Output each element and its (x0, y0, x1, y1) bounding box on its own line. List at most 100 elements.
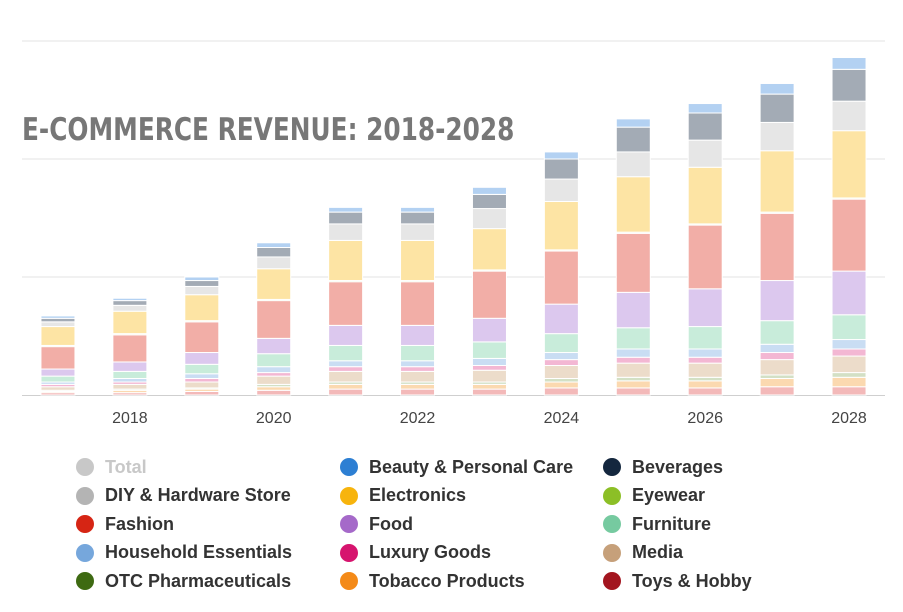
bar-segment-fashion-2019[interactable] (184, 321, 220, 354)
bar-segment-media-2025[interactable] (615, 362, 651, 378)
bar-segment-beauty-personal-care-2024[interactable] (543, 151, 579, 160)
bar-segment-media-2020[interactable] (256, 375, 292, 385)
bar-segment-diy-hardware-store-2026[interactable] (687, 139, 723, 168)
bar-stack-2023[interactable] (471, 186, 507, 396)
bar-segment-beverages-2019[interactable] (184, 280, 220, 287)
bar-segment-furniture-2017[interactable] (40, 375, 76, 383)
legend-item-luxury-goods[interactable]: Luxury Goods (340, 539, 603, 568)
bar-segment-household-essentials-2025[interactable] (615, 348, 651, 358)
bar-segment-toys-hobby-2023[interactable] (471, 388, 507, 396)
bar-segment-diy-hardware-store-2024[interactable] (543, 178, 579, 202)
bar-segment-toys-hobby-2025[interactable] (615, 387, 651, 396)
bar-segment-electronics-2023[interactable] (471, 228, 507, 271)
bar-segment-household-essentials-2027[interactable] (759, 343, 795, 354)
bar-segment-beverages-2020[interactable] (256, 247, 292, 258)
bar-segment-furniture-2026[interactable] (687, 326, 723, 350)
bar-segment-beauty-personal-care-2017[interactable] (40, 315, 76, 319)
bar-segment-beverages-2021[interactable] (328, 211, 364, 225)
bar-stack-2021[interactable] (328, 206, 364, 396)
bar-segment-otc-pharmaceuticals-2025[interactable] (615, 376, 651, 382)
bar-segment-food-2018[interactable] (112, 361, 148, 372)
bar-segment-diy-hardware-store-2023[interactable] (471, 208, 507, 230)
bar-stack-2024[interactable] (543, 151, 579, 396)
bar-segment-media-2021[interactable] (328, 370, 364, 383)
bar-segment-luxury-goods-2025[interactable] (615, 356, 651, 364)
bar-segment-beverages-2018[interactable] (112, 300, 148, 306)
bar-segment-food-2024[interactable] (543, 303, 579, 335)
bar-segment-otc-pharmaceuticals-2026[interactable] (687, 376, 723, 382)
bar-segment-toys-hobby-2022[interactable] (400, 388, 436, 396)
bar-segment-fashion-2027[interactable] (759, 212, 795, 282)
bar-segment-otc-pharmaceuticals-2028[interactable] (831, 372, 867, 378)
bar-segment-toys-hobby-2028[interactable] (831, 386, 867, 396)
bar-segment-electronics-2019[interactable] (184, 294, 220, 322)
bar-segment-household-essentials-2024[interactable] (543, 352, 579, 361)
bar-segment-luxury-goods-2027[interactable] (759, 352, 795, 361)
bar-segment-beauty-personal-care-2018[interactable] (112, 297, 148, 302)
legend-item-electronics[interactable]: Electronics (340, 482, 603, 511)
bar-segment-tobacco-products-2024[interactable] (543, 381, 579, 389)
bar-segment-food-2017[interactable] (40, 368, 76, 377)
bar-segment-luxury-goods-2020[interactable] (256, 372, 292, 377)
bar-segment-tobacco-products-2022[interactable] (400, 383, 436, 390)
bar-segment-fashion-2023[interactable] (471, 270, 507, 319)
bar-segment-beauty-personal-care-2026[interactable] (687, 103, 723, 114)
legend-item-household-essentials[interactable]: Household Essentials (76, 539, 340, 568)
bar-segment-beverages-2028[interactable] (831, 68, 867, 102)
bar-segment-fashion-2020[interactable] (256, 300, 292, 339)
bar-segment-beauty-personal-care-2027[interactable] (759, 82, 795, 95)
bar-segment-electronics-2024[interactable] (543, 200, 579, 251)
bar-stack-2028[interactable] (831, 57, 867, 396)
bar-segment-luxury-goods-2024[interactable] (543, 359, 579, 367)
bar-segment-beauty-personal-care-2020[interactable] (256, 242, 292, 248)
bar-segment-luxury-goods-2026[interactable] (687, 356, 723, 364)
bar-segment-beverages-2017[interactable] (40, 317, 76, 323)
bar-segment-furniture-2020[interactable] (256, 353, 292, 368)
bar-stack-2026[interactable] (687, 103, 723, 396)
bar-segment-tobacco-products-2026[interactable] (687, 380, 723, 389)
bar-segment-diy-hardware-store-2018[interactable] (112, 304, 148, 312)
bar-segment-diy-hardware-store-2022[interactable] (400, 223, 436, 241)
bar-segment-diy-hardware-store-2027[interactable] (759, 121, 795, 152)
bar-segment-media-2022[interactable] (400, 370, 436, 383)
bar-segment-furniture-2019[interactable] (184, 363, 220, 375)
bar-segment-beauty-personal-care-2022[interactable] (400, 206, 436, 213)
bar-segment-fashion-2018[interactable] (112, 334, 148, 363)
bar-segment-diy-hardware-store-2019[interactable] (184, 285, 220, 296)
bar-segment-electronics-2018[interactable] (112, 310, 148, 335)
bar-segment-otc-pharmaceuticals-2027[interactable] (759, 374, 795, 379)
bar-segment-beverages-2023[interactable] (471, 193, 507, 210)
bar-segment-food-2026[interactable] (687, 288, 723, 328)
bar-segment-fashion-2017[interactable] (40, 346, 76, 370)
bar-segment-diy-hardware-store-2017[interactable] (40, 321, 76, 328)
bar-segment-beverages-2022[interactable] (400, 211, 436, 225)
bar-segment-tobacco-products-2027[interactable] (759, 377, 795, 388)
bar-segment-luxury-goods-2019[interactable] (184, 377, 220, 383)
bar-segment-electronics-2020[interactable] (256, 268, 292, 300)
bar-segment-household-essentials-2021[interactable] (328, 360, 364, 368)
bar-stack-2025[interactable] (615, 118, 651, 396)
bar-segment-toys-hobby-2019[interactable] (184, 390, 220, 396)
bar-segment-household-essentials-2028[interactable] (831, 339, 867, 350)
bar-stack-2018[interactable] (112, 297, 148, 396)
bar-segment-tobacco-products-2023[interactable] (471, 383, 507, 390)
bar-segment-fashion-2022[interactable] (400, 281, 436, 326)
bar-segment-electronics-2021[interactable] (328, 239, 364, 282)
bar-stack-2027[interactable] (759, 82, 795, 396)
legend-item-beverages[interactable]: Beverages (603, 453, 863, 482)
bar-segment-beauty-personal-care-2025[interactable] (615, 118, 651, 128)
bar-segment-media-2026[interactable] (687, 362, 723, 378)
bar-segment-electronics-2025[interactable] (615, 176, 651, 233)
bar-segment-beauty-personal-care-2019[interactable] (184, 276, 220, 282)
bar-segment-tobacco-products-2020[interactable] (256, 386, 292, 391)
bar-segment-media-2023[interactable] (471, 369, 507, 383)
bar-segment-electronics-2027[interactable] (759, 150, 795, 213)
bar-segment-furniture-2021[interactable] (328, 344, 364, 362)
bar-segment-household-essentials-2022[interactable] (400, 360, 436, 368)
bar-segment-beauty-personal-care-2028[interactable] (831, 57, 867, 70)
legend-item-total[interactable]: Total (76, 453, 340, 482)
legend-item-tobacco-products[interactable]: Tobacco Products (340, 567, 603, 596)
bar-segment-toys-hobby-2024[interactable] (543, 387, 579, 396)
bar-segment-beverages-2024[interactable] (543, 158, 579, 180)
bar-stack-2017[interactable] (40, 315, 76, 396)
